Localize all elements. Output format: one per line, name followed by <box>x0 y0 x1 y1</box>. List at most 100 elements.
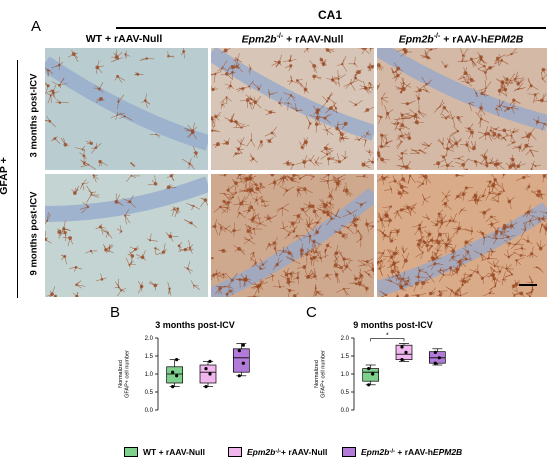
astrocyte-mark <box>328 195 335 210</box>
astrocyte-mark <box>360 258 374 267</box>
astrocyte-mark <box>443 144 454 157</box>
astrocyte-mark <box>311 239 322 249</box>
astrocyte-mark <box>211 219 219 235</box>
astrocyte-mark <box>514 279 520 292</box>
astrocyte-mark <box>224 80 234 90</box>
micrograph-hepm2b-3m <box>377 48 547 170</box>
astrocyte-mark <box>489 126 495 134</box>
astrocyte-mark <box>312 74 322 80</box>
astrocyte-mark <box>407 174 416 184</box>
astrocyte-mark <box>318 199 328 207</box>
astrocyte-mark <box>211 85 219 92</box>
micrograph-hepm2b-9m <box>377 174 547 297</box>
astrocyte-mark <box>229 222 242 237</box>
astrocyte-mark <box>222 199 233 209</box>
astrocyte-mark <box>445 110 456 126</box>
astrocyte-mark <box>479 207 492 219</box>
astrocyte-mark <box>352 214 361 227</box>
astrocyte-mark <box>337 55 348 72</box>
astrocyte-mark <box>379 290 388 297</box>
astrocyte-mark <box>527 92 540 104</box>
astrocyte-mark <box>282 271 300 281</box>
astrocyte-mark <box>526 246 538 258</box>
panel-label-a: A <box>31 18 42 35</box>
data-point <box>241 361 245 365</box>
astrocyte-mark <box>284 64 293 72</box>
astrocyte-mark <box>236 87 246 93</box>
astrocyte-mark <box>325 102 339 114</box>
astrocyte-mark <box>531 163 542 168</box>
significance-bracket <box>370 338 405 342</box>
astrocyte-mark <box>167 282 172 296</box>
astrocyte-mark <box>485 186 499 201</box>
astrocyte-mark <box>333 70 347 87</box>
astrocyte-mark <box>127 251 135 265</box>
astrocyte-mark <box>485 215 498 223</box>
astrocyte-mark <box>302 154 316 167</box>
astrocyte-mark <box>355 48 370 55</box>
astrocyte-mark <box>503 239 511 248</box>
astrocyte-mark <box>422 84 430 94</box>
astrocyte-mark <box>389 235 397 243</box>
astrocyte-mark <box>446 134 454 150</box>
astrocyte-mark <box>359 283 369 293</box>
astrocyte-mark <box>366 262 374 272</box>
astrocyte-mark <box>541 67 547 75</box>
astrocyte-mark <box>464 226 474 236</box>
astrocyte-mark <box>419 76 433 90</box>
astrocyte-mark <box>95 223 107 235</box>
astrocyte-mark <box>399 85 405 94</box>
astrocyte-mark <box>286 278 295 287</box>
astrocyte-mark <box>382 205 393 211</box>
astrocyte-mark <box>293 271 300 285</box>
astrocyte-mark <box>305 202 317 214</box>
astrocyte-mark <box>322 123 334 136</box>
astrocyte-mark <box>437 270 452 282</box>
astrocyte-mark <box>413 280 424 292</box>
data-point <box>437 356 441 360</box>
astrocyte-mark <box>395 271 407 287</box>
astrocyte-mark <box>455 191 468 201</box>
astrocyte-mark <box>441 190 451 203</box>
astrocyte-mark <box>212 142 221 148</box>
astrocyte-mark <box>306 174 315 181</box>
astrocyte-mark <box>486 180 492 187</box>
astrocyte-mark <box>219 96 232 105</box>
astrocyte-mark <box>511 292 523 297</box>
astrocyte-mark <box>232 152 243 157</box>
astrocyte-mark <box>417 105 427 118</box>
astrocyte-mark <box>85 139 93 145</box>
astrocyte-mark <box>141 93 151 108</box>
astrocyte-mark <box>382 249 400 263</box>
astrocyte-mark <box>237 211 247 219</box>
astrocyte-mark <box>450 287 462 297</box>
column-header-epm2b-hepm2b: Epm2b-/- + rAAV-hEPM2B <box>398 33 524 46</box>
astrocyte-mark <box>525 285 534 295</box>
astrocyte-mark <box>45 115 57 128</box>
astrocyte-mark <box>280 221 289 233</box>
significance-star: * <box>386 332 389 339</box>
astrocyte-mark <box>390 259 400 268</box>
astrocyte-mark <box>279 185 295 197</box>
astrocyte-mark <box>292 174 300 179</box>
astrocyte-mark <box>91 142 102 154</box>
astrocyte-mark <box>367 81 373 91</box>
micrograph-wt-9m <box>45 174 208 297</box>
astrocyte-mark <box>434 243 442 256</box>
astrocyte-mark <box>470 140 477 151</box>
astrocyte-mark <box>98 159 108 167</box>
astrocyte-mark <box>51 136 61 144</box>
box <box>362 368 380 382</box>
astrocyte-mark <box>324 48 335 54</box>
astrocyte-mark <box>342 259 353 273</box>
box-group <box>199 359 217 389</box>
astrocyte-mark <box>303 48 311 53</box>
astrocyte-mark <box>79 179 89 191</box>
astrocyte-mark <box>335 121 341 133</box>
astrocyte-mark <box>225 272 238 287</box>
astrocyte-mark <box>509 154 517 167</box>
astrocyte-mark <box>60 254 67 265</box>
astrocyte-mark <box>134 71 144 76</box>
astrocyte-mark <box>363 270 373 279</box>
astrocyte-mark <box>306 216 318 228</box>
